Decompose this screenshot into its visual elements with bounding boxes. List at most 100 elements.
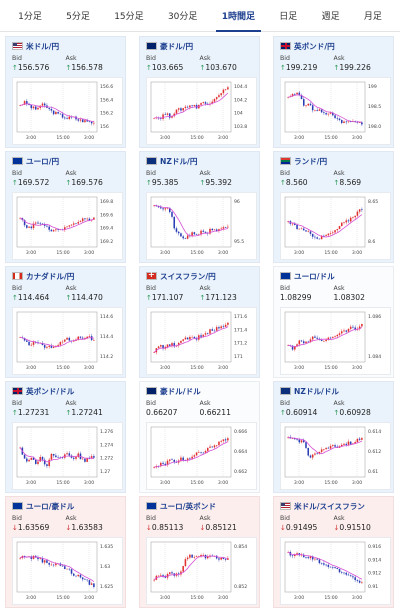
currency-pair-card[interactable]: 豪ドル/ドル Bid Ask 0.66207 0.66211 0.666 0.66… — [139, 381, 260, 493]
candle-body — [193, 104, 196, 106]
pair-title[interactable]: 英ポンド/円 — [280, 40, 387, 52]
flag-icon — [12, 42, 23, 50]
candle-body — [168, 459, 171, 461]
candle-body — [93, 217, 95, 220]
currency-pair-card[interactable]: スイスフラン/円 Bid Ask ↑171.107 ↑171.123 171.6… — [139, 266, 260, 378]
hourly-candlestick-chart[interactable]: 156.6 156.4 156.2 156 3:00 15:00 3:00 — [12, 77, 123, 145]
quote-row: ↑0.60914 ↑0.60928 — [280, 408, 387, 419]
pair-title[interactable]: ユーロ/英ポンド — [146, 500, 253, 512]
candle-body — [84, 218, 86, 220]
pair-title[interactable]: 米ドル/スイスフラン — [280, 500, 387, 512]
hourly-candlestick-chart[interactable]: 171.6 171.4 171.2 171 3:00 15:00 3:00 — [146, 307, 257, 375]
hourly-candlestick-chart[interactable]: 0.916 0.914 0.912 0.91 3:00 15:00 3:00 — [280, 537, 391, 605]
pair-title[interactable]: NZドル/円 — [146, 155, 253, 167]
candle-body — [338, 569, 341, 573]
candle-body — [84, 337, 86, 339]
candle-body — [70, 224, 73, 226]
hourly-candlestick-chart[interactable]: 8.65 8.6 3:00 15:00 3:00 — [280, 192, 391, 260]
candle-body — [347, 121, 350, 123]
candle-body — [23, 338, 26, 341]
tab-timeframe[interactable]: 1時間足 — [210, 0, 268, 32]
candle-body — [77, 453, 80, 457]
candle-body — [90, 121, 93, 124]
pair-title[interactable]: 米ドル/円 — [12, 40, 119, 52]
candle-body — [204, 333, 207, 335]
candle-body — [200, 103, 202, 105]
candle-body — [32, 342, 35, 345]
currency-pair-card[interactable]: ユーロ/円 Bid Ask ↑169.572 ↑169.576 169.8 169… — [5, 151, 126, 263]
pair-title[interactable]: カナダドル/円 — [12, 270, 119, 282]
hourly-candlestick-chart[interactable]: 0.614 0.612 0.61 3:00 15:00 3:00 — [280, 422, 391, 490]
candle-body — [349, 575, 352, 577]
pair-title[interactable]: 豪ドル/ドル — [146, 385, 253, 397]
currency-pair-card[interactable]: カナダドル/円 Bid Ask ↑114.464 ↑114.470 114.6 1… — [5, 266, 126, 378]
arrow-up-icon: ↑ — [280, 64, 286, 72]
bid-value: 103.665 — [151, 63, 184, 72]
hourly-candlestick-chart[interactable]: 0.666 0.664 0.662 3:00 15:00 3:00 — [146, 422, 257, 490]
pair-title[interactable]: ランド/円 — [280, 155, 387, 167]
bid-value: 1.63569 — [17, 523, 50, 532]
pair-title[interactable]: ユーロ/ドル — [280, 270, 387, 282]
currency-pair-card[interactable]: ユーロ/豪ドル Bid Ask ↓1.63569 ↓1.63583 1.635 1… — [5, 496, 126, 608]
tab-timeframe[interactable]: 1分足 — [18, 12, 42, 22]
currency-pair-card[interactable]: 米ドル/スイスフラン Bid Ask ↓0.91495 ↓0.91510 0.9… — [273, 496, 394, 608]
hourly-candlestick-chart[interactable]: 1.276 1.274 1.272 1.27 3:00 15:00 3:00 — [12, 422, 123, 490]
tab-timeframe[interactable]: 日足 — [279, 12, 298, 22]
bid-ask-labels: Bid Ask — [280, 170, 387, 178]
tab-timeframe[interactable]: 30分足 — [167, 12, 198, 22]
candle-body — [356, 438, 359, 443]
pair-title[interactable]: スイスフラン/円 — [146, 270, 253, 282]
chart-canvas: 114.6 114.4 114.2 3:00 15:00 3:00 — [16, 311, 113, 371]
moving-average-line — [287, 551, 363, 580]
currency-pair-card[interactable]: 豪ドル/円 Bid Ask ↑103.665 ↑103.670 104.4 104… — [139, 36, 260, 148]
bid-quote: ↑169.572 — [12, 178, 66, 189]
pair-title[interactable]: ユーロ/豪ドル — [12, 500, 119, 512]
currency-pair-card[interactable]: 米ドル/円 Bid Ask ↑156.576 ↑156.578 156.6 156… — [5, 36, 126, 148]
tab-timeframe[interactable]: 5分足 — [66, 12, 90, 22]
quote-row: ↑8.560 ↑8.569 — [280, 178, 387, 189]
pair-name: 英ポンド/ドル — [26, 386, 75, 396]
currency-pair-card[interactable]: ユーロ/英ポンド Bid Ask ↓0.85113 ↓0.85121 0.854… — [139, 496, 260, 608]
hourly-candlestick-chart[interactable]: 199 198.5 198.0 3:00 15:00 3:00 — [280, 77, 391, 145]
hourly-candlestick-chart[interactable]: 1.086 1.084 3:00 15:00 3:00 — [280, 307, 391, 375]
hourly-candlestick-chart[interactable]: 114.6 114.4 114.2 3:00 15:00 3:00 — [12, 307, 123, 375]
pair-name: ランド/円 — [294, 156, 328, 166]
tab-timeframe[interactable]: 15分足 — [114, 12, 144, 22]
currency-pair-card[interactable]: ユーロ/ドル Bid Ask 1.08299 1.08302 1.086 1.08… — [273, 266, 394, 378]
hourly-candlestick-chart[interactable]: 0.854 0.852 3:00 15:00 3:00 — [146, 537, 257, 605]
tab-timeframe[interactable]: 週足 — [321, 12, 340, 22]
y-tick-label: 156.4 — [100, 97, 113, 103]
hourly-candlestick-chart[interactable]: 96 95.5 3:00 15:00 3:00 — [146, 192, 257, 260]
candle-body — [162, 208, 164, 210]
currency-pair-card[interactable]: ランド/円 Bid Ask ↑8.560 ↑8.569 8.65 8.6 3:00 1… — [273, 151, 394, 263]
pair-title[interactable]: 英ポンド/ドル — [12, 385, 119, 397]
currency-pair-card[interactable]: 英ポンド/ドル Bid Ask ↑1.27231 ↑1.27241 1.276 1… — [5, 381, 126, 493]
hourly-candlestick-chart[interactable]: 169.8 169.6 169.4 169.2 3:00 15:00 3:00 — [12, 192, 123, 260]
currency-pair-card[interactable]: NZドル/円 Bid Ask ↑95.385 ↑95.392 96 95.5 3:0… — [139, 151, 260, 263]
candle-body — [55, 229, 57, 231]
pair-title[interactable]: 豪ドル/円 — [146, 40, 253, 52]
y-tick-label: 1.274 — [100, 442, 113, 448]
candle-body — [209, 329, 211, 334]
hourly-candlestick-chart[interactable]: 104.4 104.2 104 103.8 3:00 15:00 3:00 — [146, 77, 257, 145]
plot-frame — [150, 426, 232, 478]
x-tick-label: 3:00 — [294, 365, 304, 371]
candle-body — [153, 579, 155, 581]
x-tick-label: 3:00 — [26, 250, 36, 256]
x-tick-label: 15:00 — [324, 135, 337, 141]
pair-title[interactable]: ユーロ/円 — [12, 155, 119, 167]
currency-pair-card[interactable]: NZドル/ドル Bid Ask ↑0.60914 ↑0.60928 0.614 0… — [273, 381, 394, 493]
candle-body — [227, 226, 229, 228]
candle-body — [294, 223, 296, 225]
bid-label: Bid — [280, 170, 290, 177]
y-tick-label: 0.61 — [368, 469, 378, 475]
pair-title[interactable]: NZドル/ドル — [280, 385, 387, 397]
candle-body — [311, 233, 314, 237]
candle-body — [327, 564, 330, 567]
tab-timeframe[interactable]: 月足 — [363, 12, 382, 22]
currency-pair-card[interactable]: 英ポンド/円 Bid Ask ↑199.219 ↑199.226 199 198.… — [273, 36, 394, 148]
candle-body — [61, 457, 64, 459]
hourly-candlestick-chart[interactable]: 1.635 1.63 1.625 3:00 15:00 3:00 — [12, 537, 123, 605]
candle-body — [50, 453, 53, 460]
candle-body — [162, 345, 164, 349]
